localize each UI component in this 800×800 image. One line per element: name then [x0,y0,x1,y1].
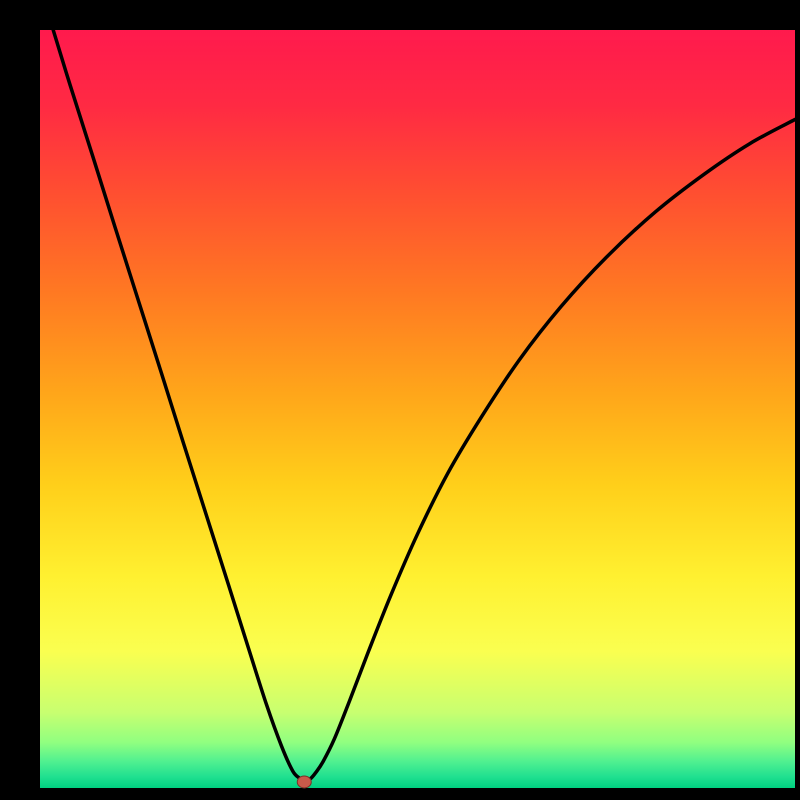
optimum-marker [297,776,311,788]
chart-container: TheBottleneck.com [0,0,800,800]
gradient-background [40,30,795,788]
bottleneck-chart [0,0,800,800]
